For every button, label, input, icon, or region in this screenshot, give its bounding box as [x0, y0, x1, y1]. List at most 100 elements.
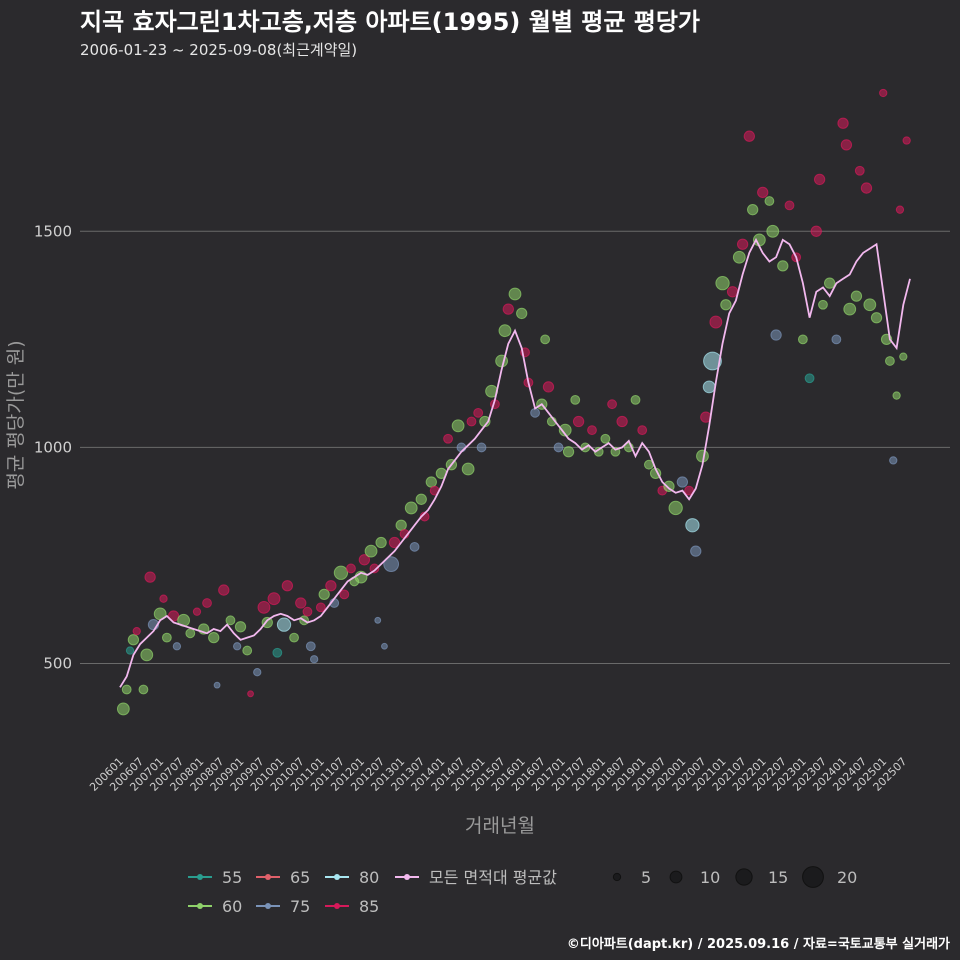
data-point — [461, 462, 475, 476]
data-point — [715, 276, 730, 291]
data-point — [161, 632, 172, 643]
data-point — [425, 476, 437, 488]
data-point — [395, 519, 407, 531]
data-point — [831, 334, 842, 345]
average-line — [119, 237, 911, 688]
y-tick-label: 500 — [43, 655, 72, 673]
data-point — [516, 307, 528, 320]
data-point — [315, 602, 326, 613]
y-axis-ticks: 500 1000 1500 — [34, 222, 72, 672]
data-point — [810, 225, 822, 237]
chart-subtitle: 2006-01-23 ~ 2025-09-08(최근계약일) — [80, 41, 357, 59]
legend-key-dot — [197, 903, 203, 909]
data-point — [732, 250, 746, 264]
data-point — [736, 238, 749, 250]
data-point — [797, 334, 808, 345]
data-point — [863, 298, 877, 312]
data-point — [305, 641, 316, 652]
legend-label: 80 — [359, 868, 379, 887]
legend-key-dot — [265, 874, 271, 880]
size-legend-circle — [735, 868, 753, 886]
data-point — [192, 607, 202, 616]
data-point — [542, 381, 555, 393]
data-point — [498, 324, 512, 338]
data-point — [333, 565, 349, 580]
legend-label: 65 — [290, 868, 310, 887]
data-point — [185, 628, 196, 639]
data-point — [637, 425, 648, 436]
data-point — [562, 446, 575, 458]
data-point — [302, 606, 313, 617]
data-point — [466, 416, 477, 427]
data-point — [570, 394, 581, 405]
data-point — [276, 617, 292, 632]
data-point — [295, 597, 307, 609]
data-point — [770, 329, 782, 341]
data-point — [253, 668, 262, 677]
data-point — [854, 165, 865, 176]
data-point — [553, 442, 564, 453]
data-point — [208, 631, 220, 644]
legend-key-dot — [197, 874, 203, 880]
data-point — [502, 303, 514, 315]
data-point — [121, 684, 132, 695]
data-point — [234, 621, 247, 633]
data-point — [860, 182, 873, 194]
data-point — [899, 352, 908, 361]
data-point — [476, 442, 487, 453]
data-point — [885, 356, 895, 366]
legend-key-dot — [265, 903, 271, 909]
legend-key-dot — [334, 903, 340, 909]
data-point — [777, 260, 789, 272]
data-point — [167, 610, 180, 622]
data-point — [843, 302, 857, 316]
data-point — [404, 501, 418, 515]
data-point — [443, 433, 453, 444]
data-point — [818, 299, 828, 310]
data-point — [172, 642, 182, 651]
data-point — [247, 690, 254, 698]
data-point — [870, 312, 883, 324]
data-point — [358, 554, 371, 566]
data-point — [616, 415, 628, 428]
data-point — [540, 334, 551, 345]
data-point — [289, 632, 299, 643]
data-point — [607, 399, 617, 410]
data-point — [630, 394, 641, 405]
data-point — [766, 224, 780, 238]
size-legend-label: 20 — [837, 868, 857, 887]
data-point — [415, 493, 427, 505]
data-point — [837, 117, 849, 129]
data-point — [388, 536, 401, 549]
scatter-points — [116, 88, 911, 716]
data-point — [310, 655, 319, 664]
data-point — [892, 391, 901, 400]
size-legend-label: 10 — [700, 868, 720, 887]
legend-key-dot — [334, 874, 340, 880]
size-legend-circle — [669, 870, 683, 884]
data-point — [764, 196, 775, 206]
size-legend-circle — [802, 866, 824, 888]
data-point — [690, 545, 702, 557]
data-point — [879, 88, 888, 98]
data-point — [451, 419, 465, 433]
data-point — [813, 173, 826, 186]
data-point — [233, 642, 242, 651]
data-point — [757, 186, 769, 199]
legend-key-dot — [404, 874, 410, 880]
data-point — [127, 634, 140, 646]
data-point — [281, 580, 294, 592]
data-point — [804, 373, 815, 384]
data-point — [218, 584, 230, 596]
data-point — [346, 563, 356, 574]
data-point — [850, 290, 863, 302]
data-point — [558, 423, 572, 437]
size-legend-label: 5 — [641, 868, 651, 887]
data-point — [726, 286, 739, 298]
legend-label: 75 — [290, 897, 310, 916]
x-axis-label: 거래년월 — [465, 815, 535, 837]
y-tick-label: 1000 — [34, 438, 72, 456]
data-point — [703, 351, 722, 371]
data-point — [572, 415, 585, 428]
legend-label: 모든 면적대 평균값 — [429, 868, 557, 887]
